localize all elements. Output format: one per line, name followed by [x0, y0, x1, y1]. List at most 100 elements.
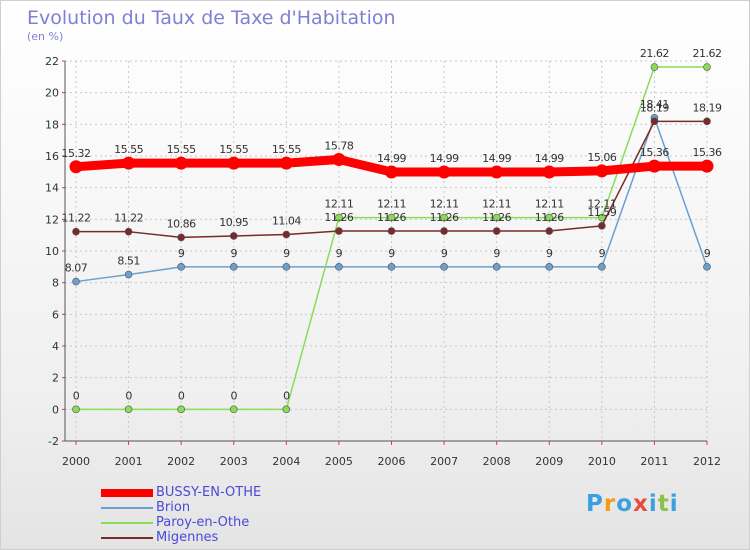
x-tick-label: 2002: [167, 455, 195, 468]
series-point-paroy-en-othe: [492, 213, 501, 222]
data-label: 8.07: [65, 262, 88, 275]
data-label: 9: [546, 247, 553, 260]
data-label: 8.51: [117, 255, 140, 268]
logo-letter: t: [657, 491, 670, 517]
y-tick-label: 14: [45, 182, 59, 195]
series-point-migennes: [703, 117, 711, 126]
data-label: 15.55: [272, 143, 301, 156]
x-tick-label: 2009: [535, 455, 563, 468]
x-tick-label: 2000: [62, 455, 90, 468]
series-point-migennes: [387, 227, 396, 235]
series-point-paroy-en-othe: [440, 213, 448, 222]
y-tick-label: 10: [45, 245, 59, 258]
series-point-bussy-en-othe: [69, 160, 83, 174]
series-point-brion: [177, 263, 185, 271]
series-point-paroy-en-othe: [650, 63, 659, 71]
legend-swatch: [101, 522, 153, 524]
data-label: 12.11: [535, 198, 564, 211]
series-point-brion: [545, 263, 554, 271]
series-point-migennes: [177, 233, 185, 242]
logo-letter: P: [586, 491, 604, 517]
series-point-brion: [229, 263, 238, 271]
legend-label: Paroy-en-Othe: [156, 515, 250, 530]
series-point-bussy-en-othe: [385, 165, 398, 179]
data-label: 9: [704, 247, 711, 260]
series-point-brion: [492, 263, 501, 271]
series-point-migennes: [492, 227, 501, 235]
data-label: 0: [178, 389, 185, 402]
data-label: 10.95: [219, 216, 248, 229]
y-tick-label: -2: [48, 435, 59, 448]
series-point-brion: [440, 263, 448, 271]
logo-letter: i: [648, 491, 658, 517]
data-label: 14.99: [377, 152, 406, 165]
data-label: 9: [388, 247, 395, 260]
data-label: 11.26: [430, 211, 459, 224]
series-point-bussy-en-othe: [542, 165, 556, 179]
data-label: 15.06: [587, 151, 616, 164]
x-tick-label: 2007: [430, 455, 458, 468]
chart-title: Evolution du Taux de Taxe d'Habitation: [27, 7, 396, 29]
data-label: 0: [125, 389, 132, 402]
series-point-bussy-en-othe: [174, 156, 188, 170]
series-point-migennes: [282, 230, 291, 239]
series-point-migennes: [440, 227, 448, 235]
data-label: 15.32: [62, 147, 91, 160]
series-point-migennes: [650, 117, 659, 126]
data-label: 11.04: [272, 215, 301, 228]
series-point-bussy-en-othe: [595, 164, 609, 178]
y-tick-label: 20: [45, 87, 59, 100]
y-tick-label: 22: [45, 55, 59, 68]
x-tick-label: 2006: [378, 455, 406, 468]
series-point-brion: [387, 263, 396, 271]
data-label: 0: [283, 389, 290, 402]
y-tick-label: 8: [52, 277, 59, 290]
data-label: 11.22: [114, 212, 143, 225]
y-tick-label: 6: [52, 308, 59, 321]
data-label: 21.62: [693, 47, 722, 60]
series-point-paroy-en-othe: [177, 405, 185, 414]
series-point-bussy-en-othe: [122, 156, 136, 170]
series-point-brion: [72, 277, 80, 286]
data-label: 9: [336, 247, 343, 260]
data-label: 12.11: [377, 198, 406, 211]
x-tick-label: 2004: [272, 455, 300, 468]
x-tick-label: 2008: [483, 455, 511, 468]
x-tick-label: 2001: [115, 455, 143, 468]
data-label: 0: [231, 389, 238, 402]
data-label: 12.11: [482, 198, 511, 211]
data-label: 9: [493, 247, 500, 260]
series-point-migennes: [72, 227, 80, 236]
x-tick-label: 2012: [693, 455, 721, 468]
x-tick-label: 2003: [220, 455, 248, 468]
series-point-bussy-en-othe: [279, 156, 293, 170]
series-point-bussy-en-othe: [490, 165, 504, 179]
data-label: 11.26: [377, 211, 406, 224]
series-point-paroy-en-othe: [387, 213, 396, 222]
data-label: 15.55: [219, 143, 248, 156]
series-point-bussy-en-othe: [647, 159, 661, 173]
data-label: 15.78: [324, 139, 353, 152]
data-label: 14.99: [482, 152, 511, 165]
data-label: 9: [231, 247, 238, 260]
series-point-paroy-en-othe: [335, 213, 343, 222]
data-label: 18.41: [640, 98, 669, 111]
series-point-brion: [282, 263, 291, 271]
logo-letter: i: [669, 491, 679, 517]
series-point-paroy-en-othe: [124, 405, 133, 414]
logo-letter: x: [633, 491, 649, 517]
data-label: 14.99: [535, 152, 564, 165]
x-tick-label: 2010: [588, 455, 616, 468]
data-label: 9: [441, 247, 448, 260]
data-label: 18.19: [640, 101, 669, 114]
data-label: 15.55: [114, 143, 143, 156]
y-tick-label: 0: [52, 403, 59, 416]
series-point-paroy-en-othe: [229, 405, 238, 414]
series-point-migennes: [598, 222, 606, 230]
series-point-migennes: [335, 227, 343, 235]
legend-swatch: [101, 507, 153, 509]
series-point-brion: [703, 263, 711, 271]
legend-label: BUSSY-EN-OTHE: [156, 485, 262, 500]
